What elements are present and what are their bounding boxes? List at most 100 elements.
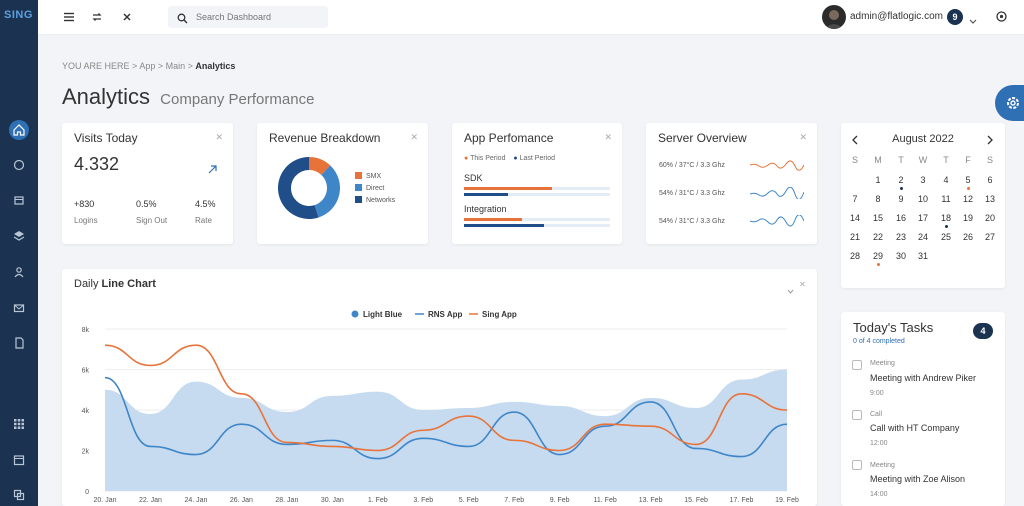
calendar-day[interactable]: 9 [898,194,904,204]
x-tick-label: 17. Feb [730,497,754,504]
task-checkbox[interactable] [852,460,862,470]
mail-icon[interactable] [10,299,28,317]
task-title[interactable]: Call with HT Company [870,423,960,433]
calendar-day[interactable]: 20 [984,213,995,223]
calendar-day[interactable]: 13 [984,194,995,204]
chevron-left-icon[interactable] [851,132,858,150]
calendar-day[interactable]: 2 [898,175,904,185]
close-icon[interactable]: ✕ [604,132,612,142]
calendar-day[interactable]: 6 [987,175,993,185]
line-series-rns-app [104,376,788,460]
calendar-day[interactable]: 30 [895,251,906,261]
calendar-icon[interactable] [10,451,28,469]
chart-title-bold: Line Chart [101,278,156,290]
calendar-day[interactable]: 10 [917,194,928,204]
task-checkbox[interactable] [852,410,862,420]
calendar-day[interactable]: 17 [917,213,928,223]
task-title[interactable]: Meeting with Zoe Alison [870,474,966,484]
calendar-day[interactable]: 28 [849,251,860,261]
y-tick-label: 2k [82,449,90,456]
task-time: 14:00 [870,491,888,498]
card-title: Revenue Breakdown [269,131,381,145]
user-icon[interactable] [10,263,28,281]
settings-fab[interactable] [995,85,1024,121]
calendar-day[interactable]: 7 [852,194,858,204]
breadcrumb-current: Analytics [195,61,236,71]
x-tick-label: 3. Feb [413,497,433,504]
legend-label[interactable]: Light Blue [363,310,403,319]
card-title: Server Overview [658,131,747,145]
close-icon[interactable] [119,9,135,25]
breadcrumb-item-app[interactable]: App [139,61,156,71]
chevron-right-icon[interactable] [987,132,994,150]
calendar-day[interactable]: 26 [962,232,973,242]
calendar-day[interactable]: 15 [872,213,883,223]
search-input[interactable] [196,9,321,25]
package-icon[interactable] [10,191,28,209]
bell-icon[interactable] [995,10,1008,28]
user-email[interactable]: admin@flatlogic.com [850,11,943,22]
line-chart: 0 2k 4k 6k 8k 20. Jan 22. Jan 24. Jan 26. Jan 28.… [82,310,799,504]
chat-icon[interactable] [10,156,28,174]
avatar[interactable] [822,5,846,29]
notification-badge[interactable]: 9 [947,9,963,25]
refresh-icon[interactable] [89,9,105,25]
performance-legend: ● This Period ● Last Period [464,155,556,162]
close-icon[interactable]: ✕ [799,280,806,289]
calendar-day[interactable]: 25 [940,232,951,242]
calendar-day[interactable]: 4 [943,175,949,185]
progress-track [464,193,610,196]
calendar-day[interactable]: 14 [849,213,860,223]
document-icon[interactable] [10,334,28,352]
menu-icon[interactable] [61,9,77,25]
calendar-day[interactable]: 21 [849,232,860,242]
breadcrumb-item-main[interactable]: Main [165,61,186,71]
calendar-day[interactable]: 11 [941,194,951,204]
calendar-weekday: T [943,155,949,165]
stat-value: +830 [74,199,95,209]
legend-this-period: This Period [470,155,506,162]
close-icon[interactable]: ✕ [215,132,223,142]
calendar-day[interactable]: 3 [920,175,926,185]
card-title: Visits Today [74,131,138,145]
legend-label[interactable]: RNS App [428,310,462,319]
calendar-day[interactable]: 22 [872,232,883,242]
progress-track [464,224,610,227]
task-title[interactable]: Meeting with Andrew Piker [870,373,977,383]
calendar-day[interactable]: 18 [940,213,951,223]
calendar-day[interactable]: 8 [875,194,881,204]
calendar-day[interactable]: 16 [895,213,906,223]
search-box[interactable] [168,6,328,28]
line-series-sing-app [104,344,788,452]
progress-track [464,218,610,221]
task-checkbox[interactable] [852,360,862,370]
calendar-day[interactable]: 23 [895,232,906,242]
stat-label: Rate [195,216,212,225]
calendar-day[interactable]: 27 [984,232,995,242]
close-icon[interactable]: ✕ [410,132,418,142]
x-tick-label: 7. Feb [504,497,524,504]
progress-this-period [464,218,523,221]
dashboard-icon[interactable] [9,120,29,140]
calendar-day[interactable]: 24 [917,232,928,242]
layers-icon[interactable] [10,227,28,245]
revenue-donut-chart [278,157,340,219]
calendar-day[interactable]: 1 [875,175,881,185]
close-icon[interactable]: ✕ [799,132,807,142]
chevron-down-icon[interactable] [969,12,977,30]
copy-icon[interactable] [10,486,28,504]
grid-icon[interactable] [10,415,28,433]
task-time: 12:00 [870,440,888,447]
calendar-day[interactable]: 29 [872,251,883,261]
calendar-day[interactable]: 12 [962,194,973,204]
calendar-day[interactable]: 5 [965,175,971,185]
stat-label: Sign Out [136,216,168,225]
app-logo[interactable]: SING [4,9,33,21]
collapse-icon[interactable] [787,281,794,299]
progress-track [464,187,610,190]
gear-icon[interactable] [1004,94,1022,117]
legend-label[interactable]: Sing App [482,310,517,319]
calendar-day[interactable]: 19 [962,213,973,223]
calendar-day[interactable]: 31 [917,251,928,261]
calendar-card: August 2022 S M T W T F S 1 2 3 4 5 6 7 8 9 10 11 12 13 14 15… [841,123,1005,288]
